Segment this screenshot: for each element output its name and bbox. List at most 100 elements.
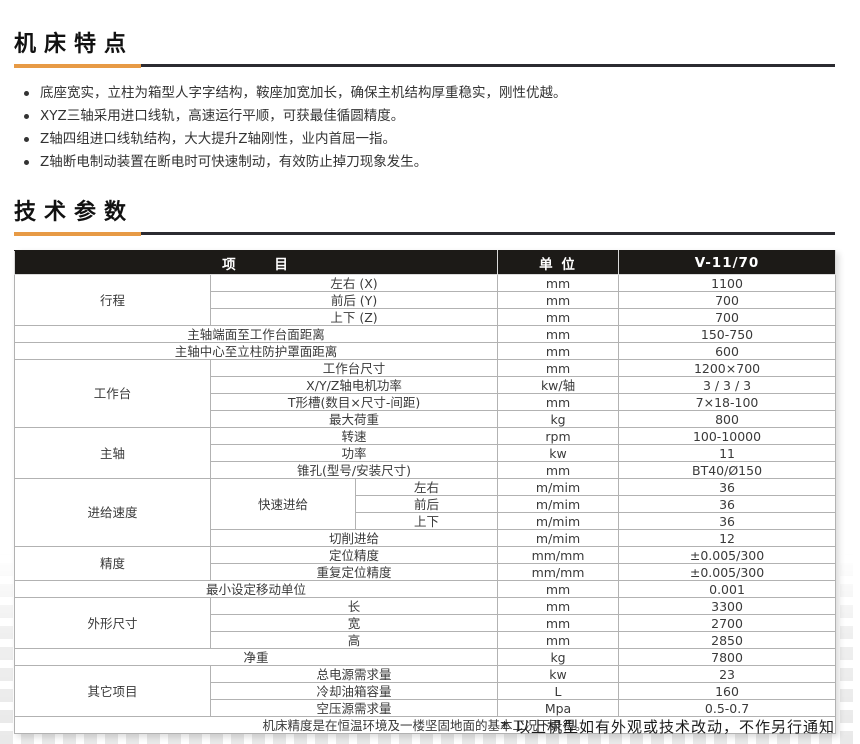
spec-item-cell: 左右 [354, 478, 499, 496]
spec-value-cell: 1200×700 [618, 359, 837, 377]
spec-item-cell: 总电源需求量 [209, 665, 499, 683]
spec-row: 主轴端面至工作台面距离 mm 150-750 [13, 325, 837, 343]
spec-category-cell: 工作台 [14, 359, 211, 428]
feature-bullet: Z轴四组进口线轨结构，大大提升Z轴刚性，业内首屈一指。 [14, 128, 835, 151]
spec-value-cell: 23 [618, 665, 837, 683]
bullet-dot-icon [24, 91, 29, 96]
spec-unit-cell: kg [497, 410, 620, 428]
spec-row: 工作台 工作台尺寸 mm 1200×700 [14, 359, 837, 428]
spec-row: 高 mm 2850 [15, 631, 837, 649]
specs-title-rule [14, 232, 835, 236]
spec-value-cell: 11 [618, 444, 837, 462]
features-title-rule [14, 64, 835, 68]
spec-subcategory-cell: 快速进给 [210, 478, 356, 530]
spec-unit-cell: rpm [497, 427, 620, 445]
spec-value-cell: 160 [618, 682, 837, 700]
spec-row: 上下 m/mim 36 [15, 512, 837, 530]
spec-unit-cell: kg [497, 648, 620, 666]
feature-bullet-text: Z轴四组进口线轨结构，大大提升Z轴刚性，业内首屈一指。 [40, 131, 396, 147]
spec-header-row: 项 目 单 位 V-11/70 [13, 250, 837, 275]
spec-row: 进给速度 快速进给 左右 m/mim 36 [14, 478, 837, 547]
features-section-title: 机床特点 [14, 32, 135, 57]
spec-item-cell: 上下 (Z) [209, 308, 499, 326]
spec-category-cell: 进给速度 [14, 478, 211, 547]
spec-unit-cell: mm [497, 461, 620, 479]
bullet-dot-icon [24, 114, 29, 119]
spec-unit-cell: mm [497, 325, 620, 343]
spec-value-cell: 2700 [618, 614, 837, 632]
spec-row: 前后 (Y) mm 700 [15, 291, 837, 309]
spec-value-cell: 600 [618, 342, 837, 360]
spec-value-cell: 700 [618, 291, 837, 309]
spec-unit-cell: mm [497, 614, 620, 632]
spec-table: 项 目 单 位 V-11/70 行程 左右 (X) mm 1100 前后 (Y)… [13, 250, 837, 734]
spec-value-cell: 12 [618, 529, 837, 547]
spec-row: 锥孔(型号/安装尺寸) mm BT40/Ø150 [15, 461, 837, 479]
spec-value-cell: BT40/Ø150 [618, 461, 837, 479]
spec-row: 宽 mm 2700 [15, 614, 837, 632]
spec-item-cell: 净重 [13, 648, 499, 666]
spec-value-cell: 800 [618, 410, 837, 428]
spec-row: 净重 kg 7800 [13, 648, 837, 666]
spec-value-cell: 1100 [618, 274, 837, 292]
spec-item-cell: 主轴中心至立柱防护罩面距离 [13, 342, 499, 360]
feature-bullet-text: XYZ三轴采用进口线轨，高速运行平顺，可获最佳循圆精度。 [40, 108, 405, 124]
table-note-cell: 机床精度是在恒温环境及一楼坚固地面的基本工况下录得。 [13, 716, 837, 734]
spec-row: 外形尺寸 长 mm 3300 [14, 597, 837, 649]
spec-category-cell: 行程 [14, 274, 211, 326]
spec-item-cell: 上下 [354, 512, 499, 530]
spec-value-cell: 7800 [618, 648, 837, 666]
spec-item-cell: 宽 [209, 614, 499, 632]
spec-category-cell: 主轴 [14, 427, 211, 479]
rule-orange-segment [14, 64, 141, 68]
feature-bullet-text: 底座宽实，立柱为箱型人字字结构，鞍座加宽加长，确保主机结构厚重稳实，刚性优越。 [40, 85, 567, 101]
spec-value-cell: 3 / 3 / 3 [618, 376, 837, 394]
spec-unit-cell: mm [497, 291, 620, 309]
spec-value-cell: ±0.005/300 [618, 546, 837, 564]
spec-item-cell: T形槽(数目×尺寸-间距) [209, 393, 499, 411]
spec-unit-cell: mm [497, 393, 620, 411]
header-model: V-11/70 [618, 250, 837, 275]
spec-value-cell: 100-10000 [618, 427, 837, 445]
spec-unit-cell: m/mim [497, 529, 620, 547]
spec-row: 其它项目 总电源需求量 kw 23 [14, 665, 837, 717]
spec-value-cell: 36 [618, 512, 837, 530]
spec-row: 行程 左右 (X) mm 1100 [14, 274, 837, 326]
spec-item-cell: 长 [209, 597, 499, 615]
spec-value-cell: 2850 [618, 631, 837, 649]
spec-unit-cell: mm [497, 580, 620, 598]
spec-value-cell: ±0.005/300 [618, 563, 837, 581]
spec-item-cell: X/Y/Z轴电机功率 [209, 376, 499, 394]
spec-category-cell: 外形尺寸 [14, 597, 211, 649]
spec-value-cell: 0.001 [618, 580, 837, 598]
spec-unit-cell: mm/mm [497, 546, 620, 564]
features-bullet-list: 底座宽实，立柱为箱型人字字结构，鞍座加宽加长，确保主机结构厚重稳实，刚性优越。 … [14, 82, 835, 174]
spec-item-cell: 主轴端面至工作台面距离 [13, 325, 499, 343]
header-unit: 单 位 [497, 250, 620, 275]
spec-unit-cell: mm [497, 342, 620, 360]
spec-unit-cell: kw [497, 444, 620, 462]
bottom-footnote: * 以上机型如有外观或技术改动，不作另行通知 [500, 718, 835, 736]
spec-row: 精度 定位精度 mm/mm ±0.005/300 [14, 546, 837, 581]
spec-unit-cell: m/mim [497, 512, 620, 530]
feature-bullet: XYZ三轴采用进口线轨，高速运行平顺，可获最佳循圆精度。 [14, 105, 835, 128]
spec-unit-cell: mm [497, 631, 620, 649]
spec-value-cell: 36 [618, 495, 837, 513]
spec-item-cell: 转速 [209, 427, 499, 445]
spec-value-cell: 7×18-100 [618, 393, 837, 411]
rule-orange-segment [14, 232, 141, 236]
content-area: 机床特点 底座宽实，立柱为箱型人字字结构，鞍座加宽加长，确保主机结构厚重稳实，刚… [13, 0, 837, 734]
spec-value-cell: 3300 [618, 597, 837, 615]
rule-dark-segment [141, 232, 835, 235]
spec-row: X/Y/Z轴电机功率 kw/轴 3 / 3 / 3 [15, 376, 837, 394]
spec-category-cell: 其它项目 [14, 665, 211, 717]
spec-row: 上下 (Z) mm 700 [15, 308, 837, 326]
spec-unit-cell: mm [497, 274, 620, 292]
spec-item-cell: 重复定位精度 [209, 563, 499, 581]
spec-unit-cell: mm [497, 308, 620, 326]
spec-item-cell: 前后 [354, 495, 499, 513]
spec-unit-cell: m/mim [497, 478, 620, 496]
spec-item-cell: 空压源需求量 [209, 699, 499, 717]
feature-bullet-text: Z轴断电制动装置在断电时可快速制动，有效防止掉刀现象发生。 [40, 154, 428, 170]
spec-note-row: 机床精度是在恒温环境及一楼坚固地面的基本工况下录得。 [13, 716, 837, 734]
